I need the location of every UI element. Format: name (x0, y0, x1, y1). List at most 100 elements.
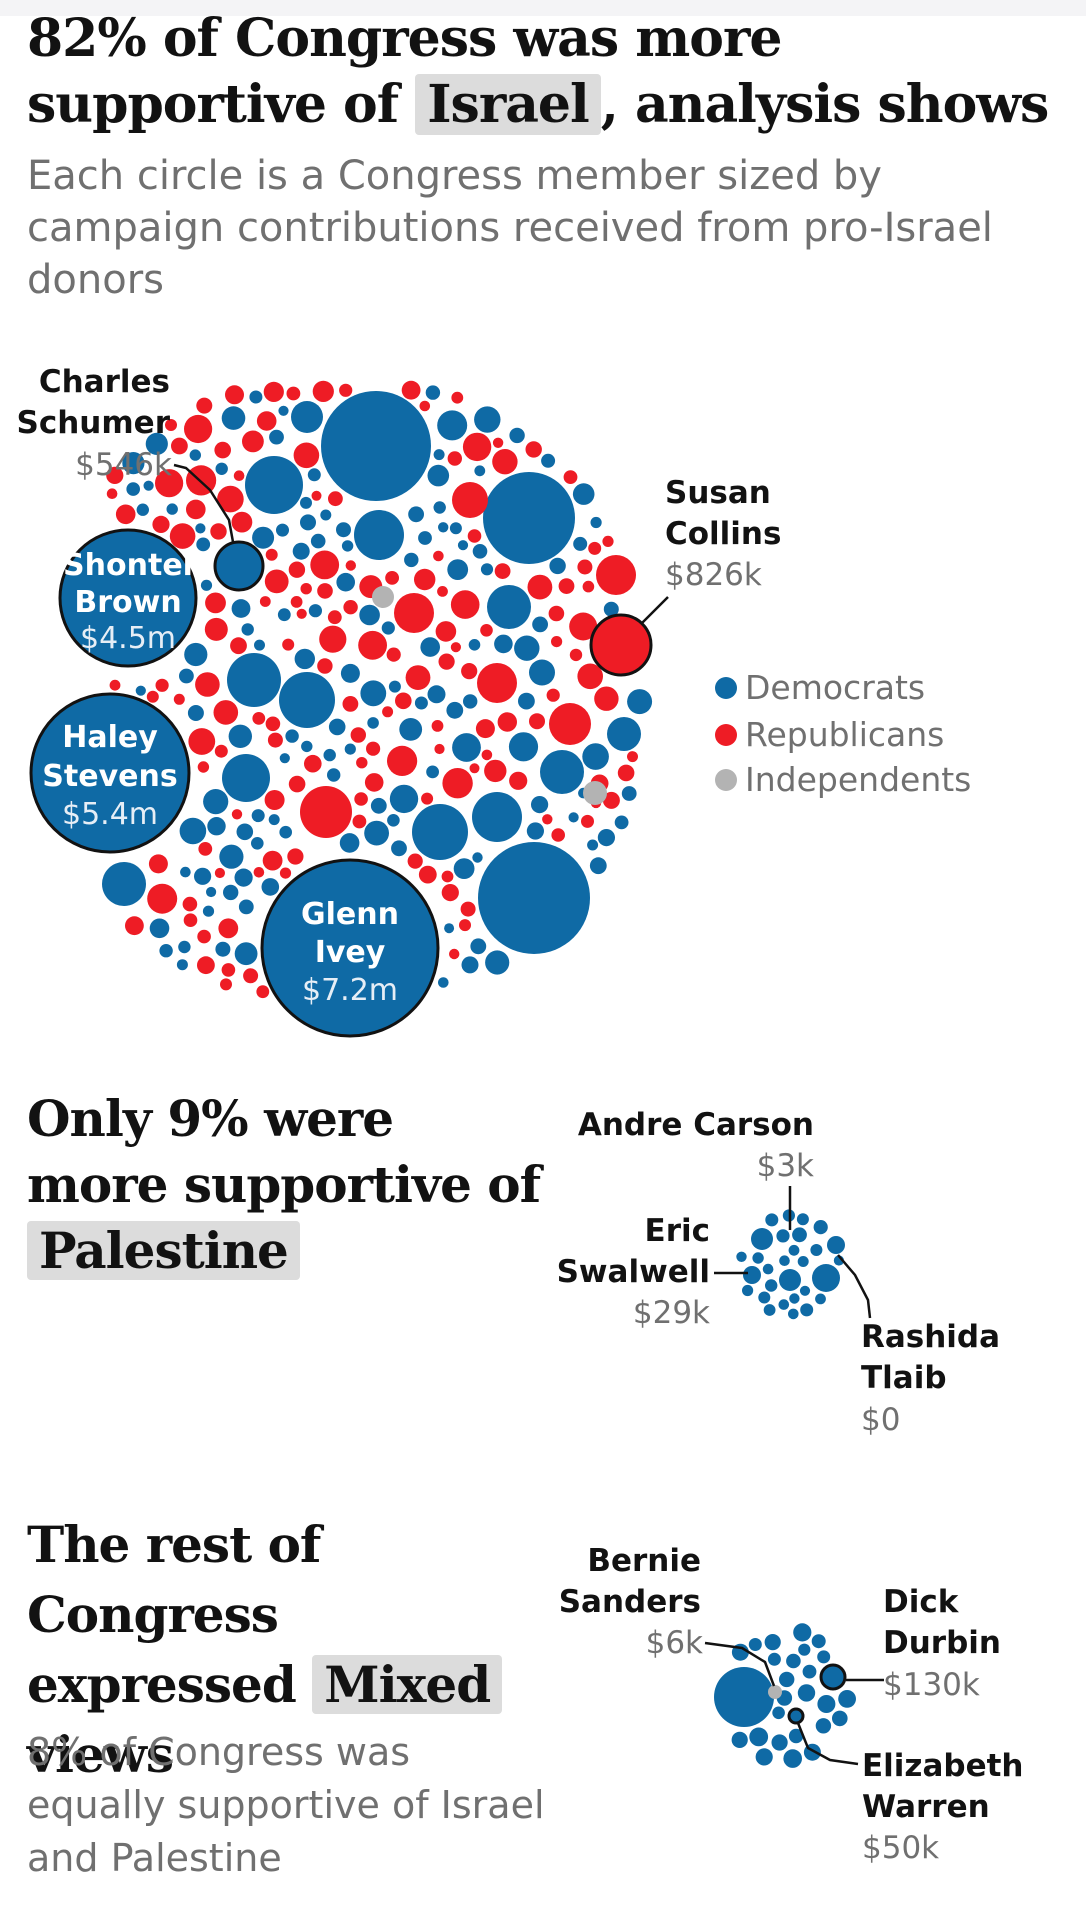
member-bubble (231, 599, 251, 618)
value-susan-collins: $826k (665, 557, 762, 593)
member-bubble (492, 437, 504, 448)
member-bubble (405, 665, 431, 690)
member-bubble (469, 763, 480, 774)
member-bubble (419, 400, 431, 412)
member-bubble (796, 1213, 809, 1226)
member-bubble (793, 1623, 812, 1642)
value-eric-swalwell: $29k (633, 1295, 710, 1331)
value-rashida-tlaib: $0 (861, 1402, 900, 1438)
bubble-dick-durbin (819, 1663, 847, 1691)
member-bubble (279, 825, 293, 839)
label-shontel-brown-line1: Shontel (63, 548, 193, 583)
member-bubble (749, 1727, 769, 1747)
member-bubble (582, 743, 609, 770)
label-eric-swalwell-line1: Eric (645, 1213, 710, 1249)
member-bubble (472, 852, 483, 863)
member-bubble (838, 1690, 856, 1708)
page-title: 82% of Congress was more supportive of I… (27, 6, 1067, 138)
member-bubble (321, 391, 431, 501)
member-bubble (546, 688, 560, 702)
member-bubble (485, 950, 510, 975)
member-bubble (148, 854, 168, 874)
label-dick-durbin-line2: Durbin (883, 1625, 1001, 1661)
member-bubble (431, 720, 444, 732)
member-bubble (435, 621, 457, 642)
bubble-charles-schumer (213, 540, 265, 592)
member-bubble (589, 857, 607, 875)
member-bubble (169, 523, 196, 549)
member-bubble (779, 1255, 790, 1266)
israel-cluster-background (102, 380, 653, 999)
leader-bernie-sanders (704, 1641, 776, 1687)
member-bubble (279, 867, 292, 879)
member-bubble (207, 817, 226, 836)
label-charles-schumer-line2: Schumer (17, 405, 171, 441)
leader-charles-schumer (173, 463, 235, 543)
member-bubble (262, 850, 283, 871)
member-bubble (450, 642, 461, 653)
member-bubble (596, 555, 636, 595)
member-bubble (319, 625, 347, 653)
member-bubble (186, 499, 206, 520)
member-bubble (478, 842, 590, 954)
member-bubble (317, 583, 333, 599)
member-bubble (751, 1228, 773, 1250)
member-bubble (328, 718, 346, 736)
member-bubble (421, 792, 434, 805)
member-bubble (352, 814, 367, 829)
member-bubble (778, 1299, 790, 1310)
member-bubble (200, 579, 213, 591)
member-bubble (304, 754, 322, 773)
member-bubble (159, 944, 173, 958)
member-bubble (472, 792, 522, 842)
member-bubble (178, 940, 191, 954)
label-susan-collins-line2: Collins (665, 516, 781, 552)
member-bubble (323, 748, 336, 762)
member-bubble-independent (372, 586, 394, 608)
member-bubble (444, 923, 455, 934)
member-bubble (253, 867, 265, 878)
member-bubble (414, 696, 428, 710)
member-bubble (166, 503, 178, 515)
member-bubble (223, 884, 239, 901)
member-bubble (572, 483, 595, 505)
member-bubble (231, 511, 253, 533)
member-bubble (230, 637, 247, 655)
member-bubble (783, 1749, 802, 1768)
member-bubble (300, 496, 312, 509)
member-bubble (441, 870, 454, 883)
member-bubble (827, 1236, 845, 1254)
subtitle: Each circle is a Congress member sized b… (27, 153, 993, 303)
leader-elizabeth-warren (796, 1722, 859, 1766)
member-bubble (291, 401, 323, 433)
member-bubble (115, 504, 136, 525)
palestine-cluster (736, 1209, 845, 1320)
label-dick-durbin-line1: Dick (883, 1584, 960, 1620)
member-bubble (109, 679, 121, 691)
member-bubble (509, 771, 528, 790)
member-bubble (427, 464, 450, 487)
member-bubble (569, 648, 583, 662)
legend-dot-independents (715, 769, 737, 791)
member-bubble (514, 635, 540, 661)
member-bubble (381, 621, 395, 635)
member-bubble (301, 740, 313, 753)
member-bubble (290, 596, 303, 608)
member-bubble (475, 719, 495, 739)
member-bubble (617, 764, 635, 782)
mixed-title-part2: views (27, 1725, 174, 1784)
member-bubble (474, 406, 501, 433)
member-bubble (449, 948, 460, 960)
member-bubble-independent (583, 781, 607, 805)
member-bubble (414, 568, 436, 591)
member-bubble (577, 663, 603, 690)
member-bubble (317, 658, 333, 674)
title-part2: , analysis shows (600, 74, 1050, 135)
member-bubble (311, 490, 322, 501)
member-bubble (461, 956, 479, 974)
member-bubble (215, 462, 228, 475)
member-bubble (762, 1263, 774, 1275)
leader-rashida-tlaib (837, 1254, 872, 1319)
member-bubble (263, 381, 284, 402)
label-elizabeth-warren-line2: Warren (862, 1789, 990, 1825)
